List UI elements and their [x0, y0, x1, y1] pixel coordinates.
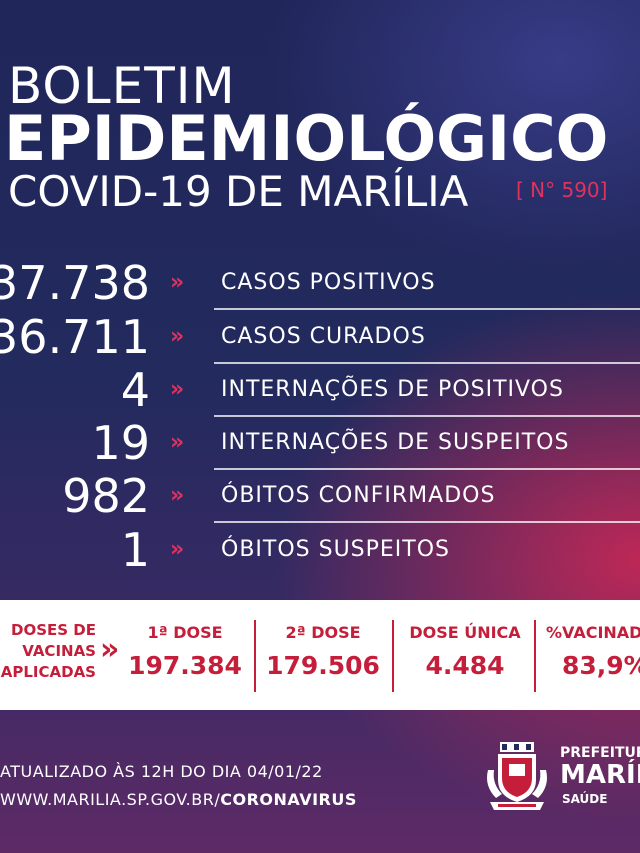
edition-number: [ N° 590]: [516, 178, 608, 202]
double-chevron-icon: »: [170, 324, 184, 349]
stat-row-internacoes-suspeitos: 19 » INTERNAÇÕES DE SUSPEITOS: [0, 416, 640, 470]
saude-label: SAÚDE: [562, 792, 608, 806]
double-chevron-icon: »: [170, 377, 184, 402]
stat-value: 4: [120, 363, 150, 417]
stat-value: 37.738: [0, 256, 150, 310]
prefeitura-label: PREFEITURA: [560, 745, 640, 761]
stat-label: CASOS CURADOS: [221, 324, 426, 349]
stat-row-obitos-suspeitos: 1 » ÓBITOS SUSPEITOS: [0, 523, 640, 577]
title-boletim: BOLETIM: [8, 57, 236, 115]
vaccination-panel: DOSES DE VACINAS APLICADAS » 1ª DOSE 197…: [0, 600, 640, 710]
divider: [392, 620, 394, 692]
stat-value: 36.711: [0, 310, 150, 364]
stat-value: 19: [91, 416, 150, 470]
title-epidemiologico: EPIDEMIOLÓGICO: [4, 102, 609, 175]
divider: [214, 415, 640, 417]
stat-value: 982: [62, 469, 150, 523]
stat-row-internacoes-positivos: 4 » INTERNAÇÕES DE POSITIVOS: [0, 363, 640, 417]
divider: [534, 620, 536, 692]
website-link[interactable]: WWW.MARILIA.SP.GOV.BR/CORONAVIRUS: [0, 790, 357, 809]
stat-label: INTERNAÇÕES DE POSITIVOS: [221, 377, 564, 402]
divider: [214, 468, 640, 470]
vax-single-dose: DOSE ÚNICA 4.484: [409, 623, 521, 680]
divider: [214, 362, 640, 364]
stat-label: CASOS POSITIVOS: [221, 270, 436, 295]
coat-of-arms-icon: [487, 742, 547, 810]
vaccination-heading: DOSES DE VACINAS APLICADAS: [0, 621, 96, 681]
stat-label: ÓBITOS CONFIRMADOS: [221, 483, 496, 508]
vax-second-dose: 2ª DOSE 179.506: [266, 623, 380, 680]
vax-percent-vaccinated: %VACINADOS 83,9%: [546, 623, 640, 680]
title-covid-marilia: COVID-19 DE MARÍLIA: [8, 167, 469, 216]
divider: [214, 308, 640, 310]
marilia-label: MARÍLIA: [560, 760, 640, 790]
vax-first-dose: 1ª DOSE 197.384: [128, 623, 242, 680]
double-chevron-icon: »: [170, 483, 184, 508]
double-chevron-icon: »: [170, 537, 184, 562]
stat-label: INTERNAÇÕES DE SUSPEITOS: [221, 430, 570, 455]
chevron-right-icon: »: [100, 632, 120, 667]
updated-timestamp: ATUALIZADO ÀS 12H DO DIA 04/01/22: [0, 762, 323, 781]
stat-row-casos-curados: 36.711 » CASOS CURADOS: [0, 310, 640, 364]
divider: [214, 521, 640, 523]
stat-label: ÓBITOS SUSPEITOS: [221, 537, 451, 562]
double-chevron-icon: »: [170, 270, 184, 295]
double-chevron-icon: »: [170, 430, 184, 455]
stat-value: 1: [120, 523, 150, 577]
stat-row-casos-positivos: 37.738 » CASOS POSITIVOS: [0, 256, 640, 310]
divider: [254, 620, 256, 692]
stat-row-obitos-confirmados: 982 » ÓBITOS CONFIRMADOS: [0, 469, 640, 523]
